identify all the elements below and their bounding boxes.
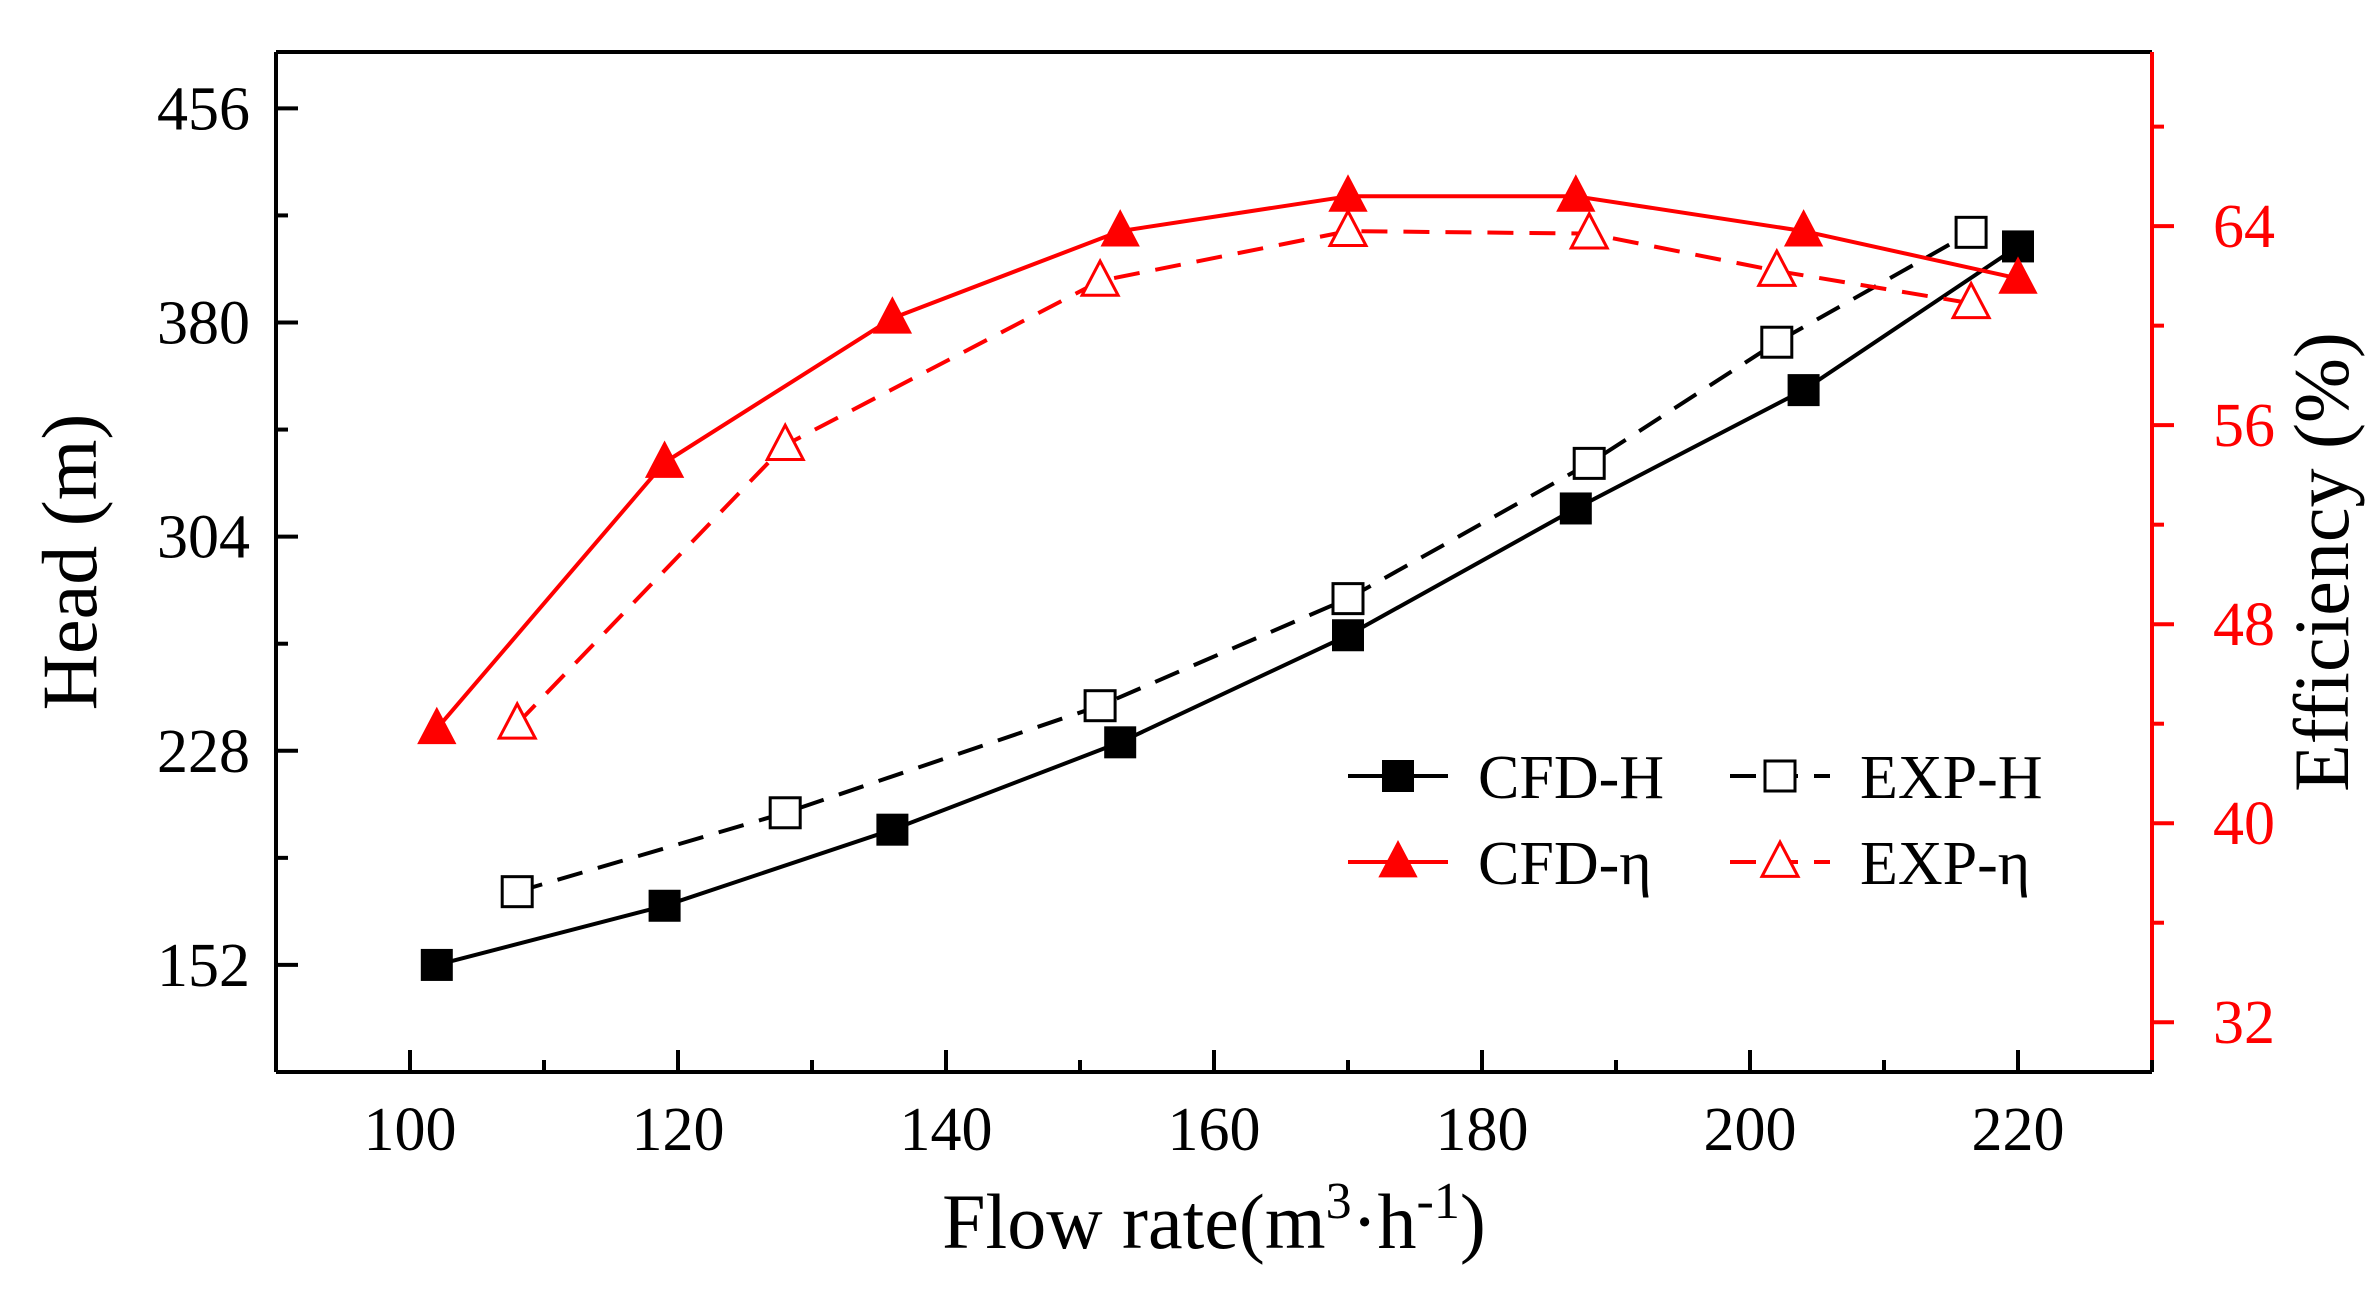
data-point-series-3 (1556, 174, 1596, 212)
data-point-series-4 (1079, 257, 1121, 297)
axis-labels: Flow rate(m3·h-1) Head (m) Efficiency (%… (26, 332, 2365, 1265)
data-point-series-2 (1572, 446, 1606, 480)
legend-marker-2 (1763, 759, 1797, 793)
data-point-series-3 (1998, 256, 2038, 294)
data-point-series-4 (1327, 208, 1369, 248)
x-axis-label-end: ) (1460, 1178, 1486, 1265)
legend: CFD-H EXP-H CFD-η EXP-η (1348, 744, 2043, 898)
x-tick-label: 220 (1972, 1096, 2065, 1164)
data-point-series-3 (1100, 209, 1140, 247)
data-point-series-1 (876, 813, 909, 846)
data-point-series-4 (1568, 210, 1610, 250)
y-left-tick-label: 456 (157, 75, 250, 143)
y-right-tick-label: 48 (2213, 591, 2275, 659)
data-point-series-1 (1787, 374, 1820, 407)
plot-layer (417, 174, 2038, 981)
y-right-tick-label: 40 (2213, 790, 2275, 858)
y-right-tick-label: 32 (2213, 989, 2275, 1057)
series-line-3 (435, 194, 2019, 731)
y-axis-label-right: Efficiency (%) (2278, 332, 2365, 792)
data-point-series-1 (1559, 492, 1592, 525)
x-axis-label-middle: ·h (1352, 1178, 1417, 1265)
data-point-series-3 (417, 706, 457, 745)
y-right-tick-label: 64 (2213, 193, 2275, 261)
series-line-1 (436, 244, 2020, 967)
data-point-series-4 (1756, 247, 1798, 287)
legend-label-1: CFD-H (1478, 744, 1664, 812)
y-axis-label-left: Head (m) (26, 414, 113, 711)
y-left-tick-label: 152 (157, 932, 250, 1000)
x-axis-label: Flow rate(m3·h-1) (942, 1173, 1486, 1265)
data-point-series-2 (1083, 689, 1117, 723)
data-point-series-1 (1104, 726, 1137, 759)
x-tick-label: 120 (632, 1096, 725, 1164)
x-axis-label-superscript-1: 3 (1326, 1173, 1352, 1230)
x-axis-label-main: Flow rate(m (942, 1178, 1325, 1265)
data-point-series-1 (648, 889, 681, 922)
legend-label-3: CFD-η (1478, 830, 1652, 898)
data-point-series-4 (496, 700, 538, 740)
axes-layer: 100 120 140 160 180 200 220 152 228 304 380 456 32 40… (157, 50, 2275, 1164)
data-point-series-3 (1783, 209, 1824, 247)
legend-marker-3 (1378, 840, 1418, 878)
x-tick-label: 200 (1704, 1096, 1797, 1164)
data-point-series-1 (1332, 619, 1364, 652)
x-tick-label: 140 (900, 1096, 993, 1164)
data-point-series-2 (768, 796, 802, 830)
legend-label-4: EXP-η (1860, 830, 2030, 898)
data-point-series-2 (1760, 325, 1794, 359)
data-point-series-2 (500, 875, 534, 909)
data-point-series-3 (644, 440, 685, 478)
data-point-series-4 (1950, 280, 1992, 320)
x-tick-label: 100 (364, 1096, 457, 1164)
x-tick-label: 160 (1168, 1096, 1261, 1164)
y-right-tick-label: 56 (2213, 392, 2275, 460)
y-left-tick-label: 304 (157, 504, 250, 572)
y-left-tick-label: 228 (157, 718, 250, 786)
legend-marker-4 (1759, 838, 1801, 878)
data-point-series-3 (872, 296, 913, 334)
x-axis-label-superscript-2: -1 (1417, 1173, 1460, 1230)
legend-label-2: EXP-H (1860, 744, 2043, 812)
y-left-tick-label: 380 (157, 289, 250, 357)
data-point-series-2 (1954, 215, 1988, 249)
data-point-series-1 (420, 948, 453, 981)
x-tick-label: 180 (1436, 1096, 1529, 1164)
data-point-series-4 (764, 422, 806, 461)
data-point-series-2 (1331, 582, 1365, 616)
legend-marker-1 (1382, 760, 1414, 792)
